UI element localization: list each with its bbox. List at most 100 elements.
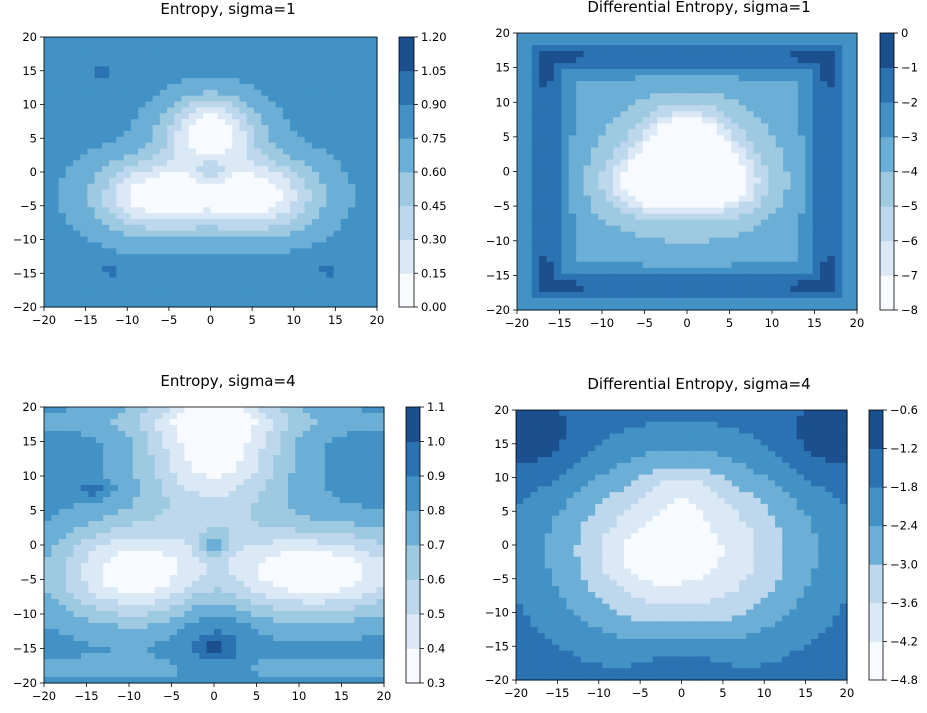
contour-cell [738,81,747,88]
contour-cell [268,172,277,179]
colorbar-tick-label: 0.75 [421,131,447,145]
contour-cell [125,485,134,492]
contour-cell [348,265,356,273]
contour-cell [326,183,335,191]
contour-cell [87,277,96,285]
contour-cell [210,72,219,79]
contour-cell [319,154,327,161]
contour-cell [790,93,799,100]
contour-cell [275,207,284,214]
contour-cell [369,449,378,456]
contour-cell [731,33,740,40]
contour-cell [805,183,814,191]
contour-cell [805,69,814,76]
contour-cell [820,261,829,269]
contour-cell [174,107,183,114]
contour-cell [723,219,732,227]
contour-cell [224,248,233,255]
contour-cell [760,177,769,185]
contour-cell [348,66,356,73]
contour-cell [642,297,651,305]
contour-cell [650,177,659,185]
contour-cell [130,136,139,144]
contour-cell [339,413,348,420]
contour-cell [531,255,540,263]
contour-cell [590,153,599,161]
contour-cell [295,455,304,462]
contour-cell [687,93,695,100]
contour-cell [51,183,60,191]
contour-cell [731,141,740,149]
contour-cell [590,183,599,191]
contour-cell [376,407,385,414]
contour-cell [369,95,378,103]
contour-cell [51,101,60,109]
contour-cell [790,231,799,239]
contour-cell [362,66,371,73]
contour-cell [217,136,226,144]
contour-cell [664,111,673,118]
contour-cell [812,249,821,257]
contour-cell [820,99,829,106]
contour-cell [116,142,125,150]
contour-cell [546,33,555,40]
contour-cell [627,267,636,275]
contour-cell [326,89,335,97]
contour-cell [553,75,562,82]
contour-cell [679,231,688,239]
contour-cell [123,83,132,91]
contour-cell [613,117,622,124]
contour-cell [531,291,540,299]
contour-cell [783,231,792,239]
contour-cell [333,48,342,56]
contour-cell [290,172,298,179]
contour-cell [369,166,378,173]
contour-cell [531,243,540,251]
contour-cell [253,213,262,220]
contour-cell [87,66,96,73]
contour-cell [167,213,175,220]
contour-cell [65,201,74,208]
contour-cell [354,449,363,456]
contour-cell [290,107,298,114]
contour-cell [246,89,255,97]
contour-cell [340,195,349,202]
contour-cell [576,231,585,239]
contour-cell [760,195,769,203]
contour-cell [297,236,306,244]
contour-cell [51,72,60,79]
contour-cell [701,153,710,161]
contour-cell [635,111,644,118]
contour-cell [236,455,245,462]
contour-cell [820,135,829,142]
contour-cell [196,230,204,238]
contour-cell [775,183,784,191]
contour-cell [657,141,666,149]
contour-cell [760,135,769,142]
contour-cell [842,255,851,263]
contour-cell [598,213,607,221]
contour-cell [768,123,777,130]
contour-cell [627,147,636,155]
contour-cell [775,159,784,167]
contour-cell [159,148,168,155]
contour-cell [783,141,792,149]
contour-cell [820,183,829,191]
contour-cell [239,166,248,173]
contour-cell [159,48,168,56]
contour-cell [348,130,356,138]
contour-cell [261,160,270,167]
contour-cell [738,45,747,52]
contour-cell [369,125,378,132]
contour-cell [369,419,378,426]
contour-cell [184,437,193,444]
contour-cell [583,135,592,142]
contour-cell [116,148,125,155]
contour-cell [605,63,614,70]
contour-cell [635,213,644,221]
contour-cell [753,291,762,299]
contour-cell [694,231,703,239]
contour-cell [232,125,241,132]
contour-cell [340,113,349,120]
contour-cell [145,83,154,91]
